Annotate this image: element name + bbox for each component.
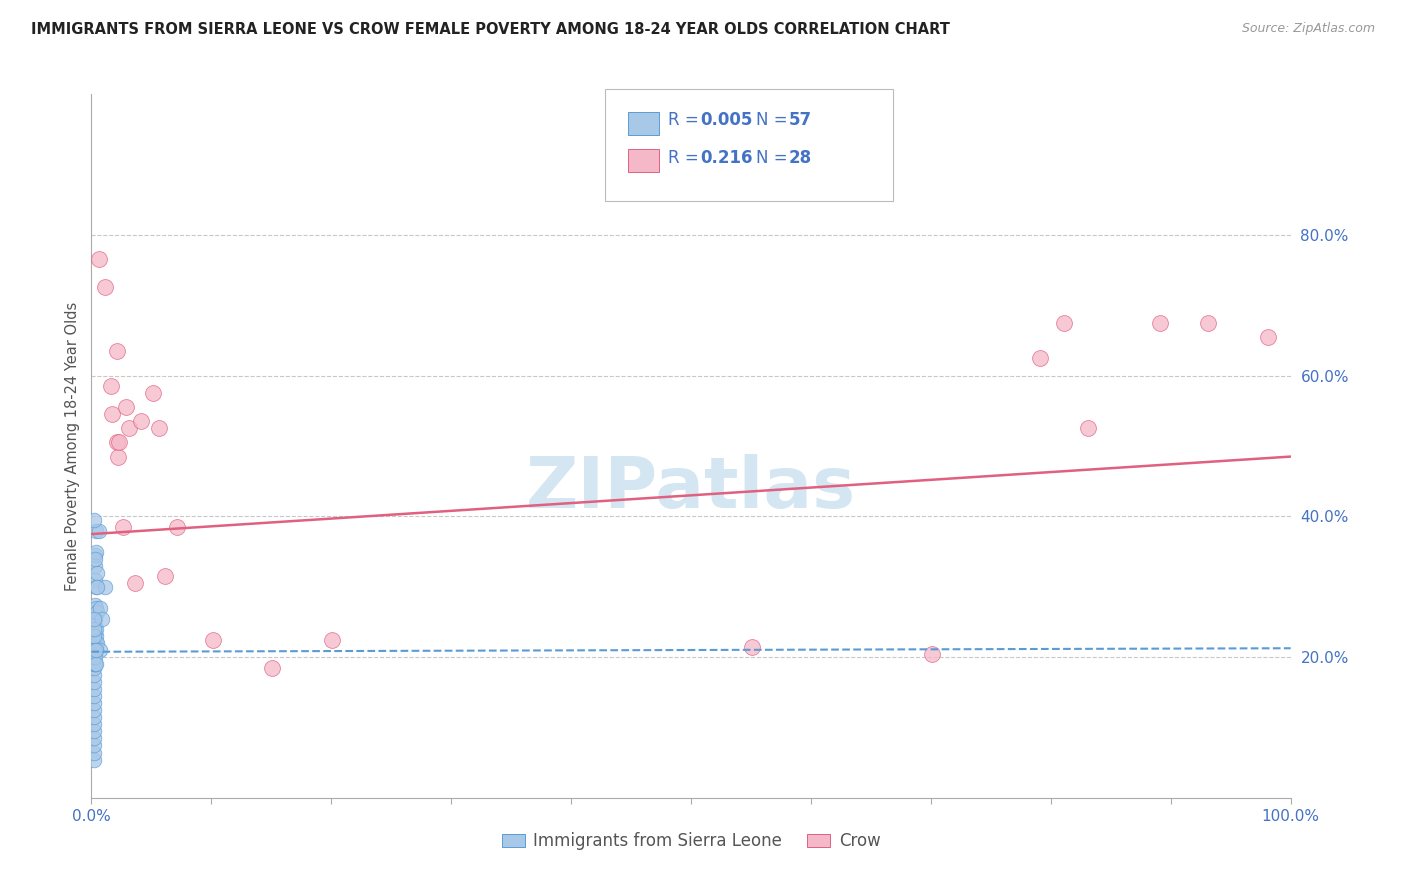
Point: [84, 548, 107, 562]
Point: [83, 650, 105, 665]
Point: [84, 643, 107, 657]
Point: [84, 601, 107, 615]
Point: [84, 657, 107, 672]
Point: [115, 401, 138, 415]
Point: [84, 551, 107, 566]
Point: [84, 643, 107, 657]
Text: R =: R =: [668, 112, 704, 129]
Point: [107, 450, 129, 464]
Point: [87, 524, 110, 538]
Point: [86, 566, 108, 580]
Point: [1149, 316, 1171, 330]
Text: Source: ZipAtlas.com: Source: ZipAtlas.com: [1241, 22, 1375, 36]
Point: [201, 632, 224, 647]
Point: [166, 520, 188, 534]
Point: [83, 643, 105, 657]
Point: [84, 544, 107, 558]
Point: [93, 580, 115, 594]
Text: 57: 57: [789, 112, 811, 129]
Point: [84, 636, 107, 650]
Point: [83, 724, 105, 739]
Point: [83, 731, 105, 746]
Point: [741, 640, 763, 654]
Point: [84, 622, 107, 636]
Point: [91, 612, 114, 626]
Point: [84, 632, 107, 647]
Text: N =: N =: [756, 112, 793, 129]
Point: [83, 689, 105, 703]
Point: [83, 668, 105, 682]
Point: [124, 576, 146, 591]
Point: [84, 643, 107, 657]
Point: [89, 601, 111, 615]
Point: [84, 612, 107, 626]
Point: [262, 661, 284, 675]
Point: [83, 717, 105, 731]
Text: 0.216: 0.216: [700, 149, 752, 167]
Point: [84, 580, 107, 594]
Point: [83, 682, 105, 697]
Point: [83, 622, 105, 636]
Legend: Immigrants from Sierra Leone, Crow: Immigrants from Sierra Leone, Crow: [495, 826, 887, 857]
Text: ZIPatlas: ZIPatlas: [526, 454, 856, 523]
Point: [84, 636, 107, 650]
Point: [83, 696, 105, 710]
Point: [84, 524, 107, 538]
Point: [84, 605, 107, 619]
Text: N =: N =: [756, 149, 793, 167]
Point: [921, 647, 943, 661]
Point: [83, 710, 105, 724]
Point: [83, 629, 105, 643]
Point: [84, 618, 107, 632]
Point: [84, 650, 107, 665]
Point: [83, 612, 105, 626]
Point: [83, 513, 105, 527]
Text: 28: 28: [789, 149, 811, 167]
Point: [129, 414, 152, 428]
Point: [93, 280, 115, 294]
Point: [153, 569, 176, 583]
Point: [84, 657, 107, 672]
Point: [84, 625, 107, 640]
Point: [142, 386, 165, 401]
Point: [84, 598, 107, 612]
Text: 0.005: 0.005: [700, 112, 752, 129]
Point: [83, 657, 105, 672]
Point: [105, 435, 128, 450]
Point: [117, 421, 139, 435]
Point: [84, 573, 107, 587]
Y-axis label: Female Poverty Among 18-24 Year Olds: Female Poverty Among 18-24 Year Olds: [65, 301, 80, 591]
Point: [87, 252, 110, 267]
Point: [83, 703, 105, 717]
Point: [148, 421, 170, 435]
Point: [108, 435, 131, 450]
Point: [89, 643, 111, 657]
Point: [84, 558, 107, 573]
Point: [83, 739, 105, 753]
Point: [1257, 330, 1279, 344]
Point: [1053, 316, 1076, 330]
Text: R =: R =: [668, 149, 709, 167]
Point: [83, 661, 105, 675]
Point: [321, 632, 343, 647]
Point: [1029, 351, 1052, 365]
Point: [86, 605, 108, 619]
Point: [83, 643, 105, 657]
Point: [83, 640, 105, 654]
Point: [1197, 316, 1219, 330]
Point: [111, 520, 134, 534]
Point: [83, 753, 105, 767]
Point: [100, 379, 122, 393]
Point: [84, 629, 107, 643]
Text: IMMIGRANTS FROM SIERRA LEONE VS CROW FEMALE POVERTY AMONG 18-24 YEAR OLDS CORREL: IMMIGRANTS FROM SIERRA LEONE VS CROW FEM…: [31, 22, 950, 37]
Point: [101, 407, 124, 421]
Point: [84, 657, 107, 672]
Point: [83, 746, 105, 760]
Point: [105, 343, 128, 358]
Point: [83, 650, 105, 665]
Point: [86, 580, 108, 594]
Point: [86, 636, 108, 650]
Point: [1077, 421, 1099, 435]
Point: [83, 675, 105, 690]
